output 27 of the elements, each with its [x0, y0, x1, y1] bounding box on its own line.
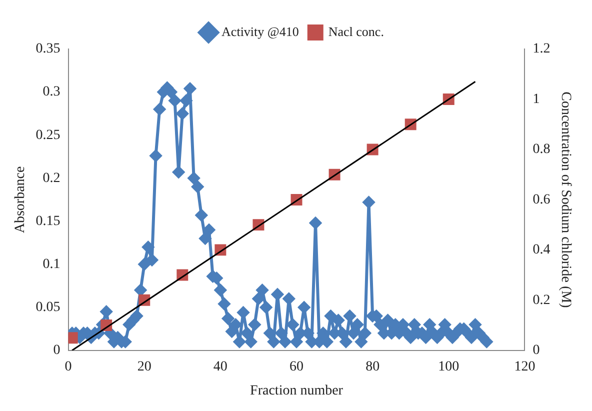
y2-axis-title: Concentration of Sodium chloride (M): [558, 92, 573, 308]
y2-tick-label: 0.6: [532, 192, 550, 208]
y-tick-label: 0.3: [42, 84, 60, 100]
y2-tick-label: 0.2: [532, 292, 550, 308]
y2-tick-label: 0.8: [532, 142, 550, 158]
x-tick-label: 20: [137, 359, 152, 374]
y-axis-title: Absorbance: [13, 166, 28, 234]
legend-label: Activity @410: [222, 24, 299, 39]
y-tick-label: 0: [53, 343, 60, 358]
x-tick-label: 0: [64, 359, 72, 374]
y2-tick-label: 1.2: [532, 42, 550, 57]
legend-label: Nacl conc.: [328, 24, 384, 39]
x-tick-label: 40: [213, 359, 228, 374]
x-tick-label: 100: [438, 359, 460, 374]
x-tick-label: 80: [366, 359, 380, 374]
y-tick-label: 0.15: [36, 214, 60, 229]
y-tick-label: 0.1: [42, 256, 60, 272]
y2-tick-label: 0: [532, 343, 540, 358]
x-tick-label: 120: [514, 359, 536, 374]
x-tick-label: 60: [290, 359, 304, 374]
y-tick-label: 0.05: [36, 300, 60, 316]
y2-tick-label: 0.4: [532, 242, 550, 258]
y-tick-label: 0.35: [36, 42, 60, 57]
y-tick-label: 0.25: [36, 128, 60, 143]
x-axis-title: Fraction number: [250, 383, 344, 398]
y2-tick-label: 1: [532, 92, 540, 107]
y-tick-label: 0.2: [42, 170, 60, 186]
